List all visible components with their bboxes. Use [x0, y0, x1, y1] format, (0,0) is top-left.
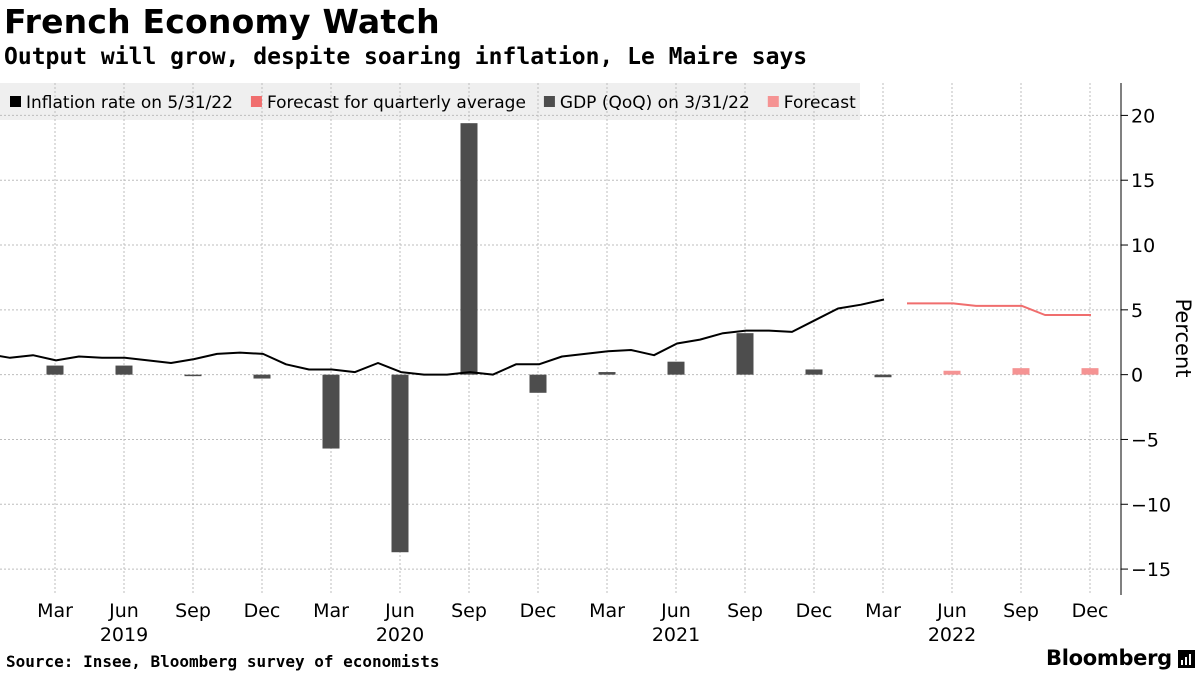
legend-swatch	[543, 96, 555, 107]
legend-label: Inflation rate on 5/31/22	[26, 93, 233, 113]
y-tick-label: −10	[1131, 494, 1171, 516]
legend-background	[0, 83, 860, 120]
gdp-bar	[391, 374, 409, 553]
y-tick-label: −15	[1131, 559, 1171, 581]
x-tick-label: Dec	[244, 600, 281, 622]
grid	[0, 83, 1121, 595]
gdp-bar	[529, 374, 547, 393]
bars	[46, 123, 1099, 553]
chart-subtitle: Output will grow, despite soaring inflat…	[4, 44, 808, 70]
x-tick-label: Sep	[1003, 600, 1039, 622]
y-axis-label: Percent	[1171, 298, 1195, 377]
gdp-forecast-bar	[1012, 368, 1030, 375]
gdp-bar	[184, 374, 202, 377]
gdp-bar	[874, 374, 892, 378]
gdp-bar	[460, 123, 478, 375]
y-tick-label: 5	[1131, 300, 1143, 322]
x-tick-label: Mar	[865, 600, 901, 622]
gdp-bar	[736, 333, 754, 375]
x-tick-label: Sep	[727, 600, 763, 622]
y-tick-label: −5	[1131, 429, 1159, 451]
gdp-bar	[805, 369, 823, 375]
x-tick-label: Dec	[796, 600, 833, 622]
gdp-bar	[46, 365, 64, 375]
x-year-label: 2019	[100, 624, 148, 646]
source-note: Source: Insee, Bloomberg survey of econo…	[6, 652, 440, 671]
legend-label: Forecast	[784, 93, 856, 113]
x-tick-label: Sep	[175, 600, 211, 622]
legend-swatch	[250, 96, 262, 107]
legend: Inflation rate on 5/31/22 Forecast for qu…	[10, 93, 856, 113]
x-tick-label: Mar	[313, 600, 349, 622]
x-year-label: 2020	[376, 624, 424, 646]
x-tick-label: Mar	[589, 600, 625, 622]
gdp-bar	[115, 365, 133, 375]
x-tick-label: Dec	[520, 600, 557, 622]
legend-label: GDP (QoQ) on 3/31/22	[560, 93, 750, 113]
x-tick-label: Jun	[660, 600, 691, 622]
y-tick-label: 0	[1131, 365, 1143, 387]
y-tick-label: 20	[1131, 105, 1155, 127]
lines	[0, 298, 1091, 376]
legend-swatch	[767, 96, 779, 107]
legend-label: Forecast for quarterly average	[267, 93, 526, 113]
x-year-label: 2021	[652, 624, 700, 646]
y-tick-label: 10	[1131, 235, 1155, 257]
x-tick-label: Dec	[1072, 600, 1109, 622]
x-tick-label: Jun	[936, 600, 967, 622]
x-tick-label: Sep	[451, 600, 487, 622]
gdp-forecast-bar	[1081, 368, 1099, 375]
gdp-bar	[598, 372, 616, 375]
legend-swatch	[10, 96, 21, 107]
gdp-bar	[667, 361, 685, 375]
x-tick-label: Jun	[384, 600, 415, 622]
gdp-bar	[322, 374, 340, 449]
inflation-forecast-line	[907, 302, 1091, 316]
x-tick-label: Jun	[108, 600, 139, 622]
gdp-bar	[253, 374, 271, 379]
chart-title: French Economy Watch	[4, 2, 440, 41]
y-tick-label: 15	[1131, 170, 1155, 192]
gdp-forecast-bar	[943, 370, 961, 375]
bloomberg-terminal-icon	[1178, 650, 1195, 668]
bloomberg-logo: Bloomberg	[1046, 646, 1172, 670]
axes: 20 15 10 5 0 −5 −10 −15 Mar Jun Sep Dec Mar Jun Sep Dec…	[37, 83, 1171, 646]
inflation-line	[0, 298, 885, 376]
x-tick-label: Mar	[37, 600, 73, 622]
x-year-label: 2022	[928, 624, 976, 646]
